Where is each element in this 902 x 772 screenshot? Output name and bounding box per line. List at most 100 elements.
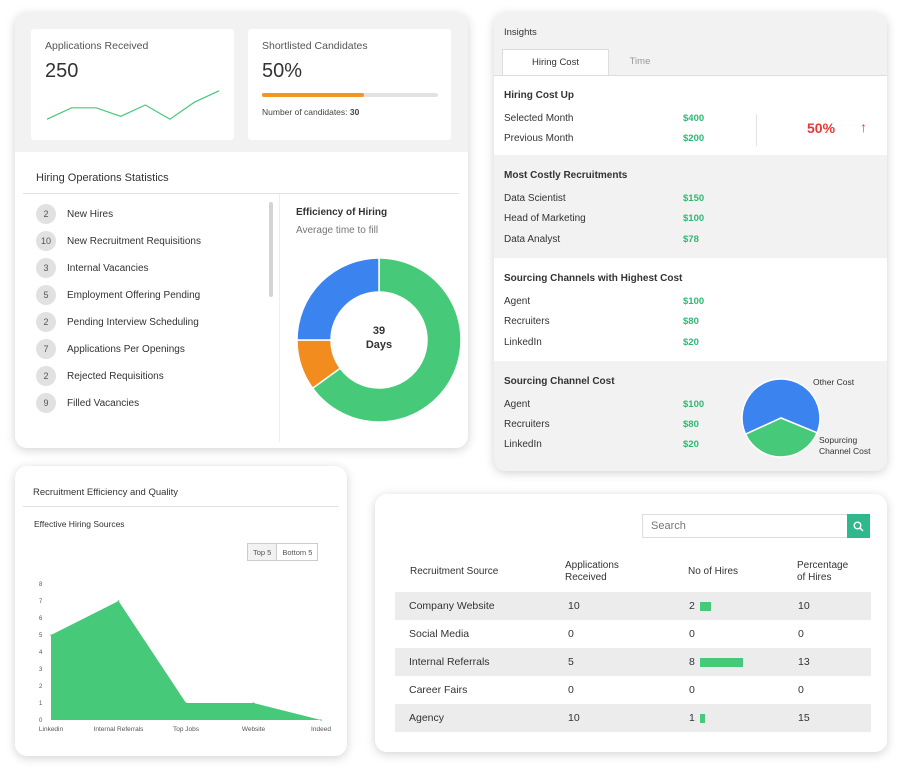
quality-title: Recruitment Efficiency and Quality xyxy=(33,487,179,498)
cell-source: Internal Referrals xyxy=(409,656,490,668)
channels-row-2-value: $80 xyxy=(683,316,699,327)
channel-cost-row-2-label: Recruiters xyxy=(504,419,550,430)
operations-item-label: Pending Interview Scheduling xyxy=(67,316,199,328)
cell-source: Company Website xyxy=(409,600,495,612)
efficiency-subtitle: Average time to fill xyxy=(296,225,379,236)
cell-pct: 0 xyxy=(798,684,804,696)
pie-slice-2 xyxy=(744,417,819,458)
costly-row-3-label: Data Analyst xyxy=(504,234,561,245)
table-row[interactable]: Company Website 10 2 10 xyxy=(395,592,871,620)
y-tick-label: 7 xyxy=(39,599,43,605)
y-tick-label: 8 xyxy=(39,582,43,588)
cell-pct: 10 xyxy=(798,600,810,612)
donut-slice-1 xyxy=(311,257,462,423)
cell-hires: 8 xyxy=(689,656,695,668)
search-button[interactable] xyxy=(847,514,870,538)
table-row[interactable]: Social Media 0 0 0 xyxy=(395,620,871,648)
operations-item: 5 Employment Offering Pending xyxy=(36,285,200,305)
operations-divider xyxy=(23,193,459,194)
x-tick-label: Internal Referrals xyxy=(94,726,145,733)
table-row[interactable]: Career Fairs 0 0 0 xyxy=(395,676,871,704)
previous-month-label: Previous Month xyxy=(504,133,574,144)
insights-card: Insights Hiring Cost Time Hiring Cost Up… xyxy=(494,13,887,471)
previous-month-value: $200 xyxy=(683,133,705,144)
x-tick-label: Website xyxy=(242,726,266,733)
operations-item-label: Internal Vacancies xyxy=(67,262,149,274)
shortlisted-value: 50% xyxy=(262,60,303,82)
channels-row-1-label: Agent xyxy=(504,296,531,307)
applications-sparkline xyxy=(46,90,220,120)
applications-card: Applications Received 250 xyxy=(31,29,234,140)
cost-up-divider xyxy=(756,114,757,146)
cost-up-title: Hiring Cost Up xyxy=(504,90,574,101)
shortlisted-progress-fill xyxy=(262,93,365,97)
area-point xyxy=(320,719,322,721)
hires-bar xyxy=(700,602,711,611)
efficiency-title: Efficiency of Hiring xyxy=(296,207,388,218)
cell-hires: 0 xyxy=(689,628,695,640)
cell-apps: 10 xyxy=(568,712,580,724)
y-tick-label: 5 xyxy=(39,633,43,639)
shortlisted-caption-value: 30 xyxy=(349,107,360,117)
hiring-sources-area-chart: 0 1 2 3 4 5 6 7 8 Linkedin Internal Referrals Top J… xyxy=(39,582,331,733)
operations-item-label: Filled Vacancies xyxy=(67,397,140,409)
channels-row-1-value: $100 xyxy=(683,296,705,307)
operations-panel-divider xyxy=(279,194,280,442)
tab-time[interactable]: Time xyxy=(629,56,651,67)
channel-cost-row-3-label: LinkedIn xyxy=(504,439,542,450)
efficiency-center-value: 39 xyxy=(372,325,386,337)
operations-scrollbar[interactable] xyxy=(269,202,273,297)
search-input[interactable] xyxy=(643,515,847,537)
cell-apps: 0 xyxy=(568,684,574,696)
tab-hiring-cost[interactable]: Hiring Cost xyxy=(502,49,609,75)
y-tick-label: 4 xyxy=(39,650,43,656)
efficiency-donut-chart xyxy=(296,257,462,423)
count-badge: 2 xyxy=(36,204,56,224)
quality-card: Recruitment Efficiency and Quality Effec… xyxy=(15,466,347,756)
operations-title: Hiring Operations Statistics xyxy=(36,172,169,184)
shortlisted-caption: Number of candidates: 30 xyxy=(262,107,359,117)
operations-item: 3 Internal Vacancies xyxy=(36,258,149,278)
header-pct-1: Percentage xyxy=(797,560,849,571)
selected-month-value: $400 xyxy=(683,113,705,124)
pie-label-other-cost: Other Cost xyxy=(813,377,855,387)
y-tick-label: 0 xyxy=(39,718,43,724)
quality-divider xyxy=(23,506,339,507)
channels-row-3-label: LinkedIn xyxy=(504,337,542,348)
pie-label-sourcing-2: Channel Cost xyxy=(819,446,871,456)
cell-hires: 1 xyxy=(689,712,695,724)
costly-row-2-label: Head of Marketing xyxy=(504,213,586,224)
efficiency-center-unit: Days xyxy=(365,339,393,351)
costly-section: Most Costly Recruitments Data Scientist … xyxy=(494,155,887,258)
count-badge: 3 xyxy=(36,258,56,278)
applications-value: 250 xyxy=(45,60,79,82)
cell-source: Career Fairs xyxy=(409,684,468,696)
count-badge: 2 xyxy=(36,366,56,386)
channel-cost-pie-chart xyxy=(741,378,821,458)
header-apps-1: Applications xyxy=(565,560,619,571)
channel-cost-row-1-value: $100 xyxy=(683,399,705,410)
donut-slice-3 xyxy=(296,257,380,341)
toggle-top-5[interactable]: Top 5 xyxy=(248,544,278,560)
y-tick-label: 6 xyxy=(39,616,43,622)
operations-item: 9 Filled Vacancies xyxy=(36,393,139,413)
toggle-bottom-5[interactable]: Bottom 5 xyxy=(282,548,313,557)
operations-item: 2 Rejected Requisitions xyxy=(36,366,164,386)
table-row[interactable]: Agency 10 1 15 xyxy=(395,704,871,732)
count-badge: 9 xyxy=(36,393,56,413)
area-point xyxy=(117,600,120,602)
toggle-group: Top 5 Bottom 5 xyxy=(247,543,319,561)
operations-card: Hiring Operations Statistics 2 New Hires 1… xyxy=(15,152,468,448)
x-tick-label: Top Jobs xyxy=(173,726,200,733)
cell-apps: 10 xyxy=(568,600,580,612)
shortlisted-progress-track xyxy=(262,93,438,97)
channel-cost-row-2-value: $80 xyxy=(683,419,699,430)
operations-item-label: Rejected Requisitions xyxy=(67,370,164,382)
table-row[interactable]: Internal Referrals 5 8 13 xyxy=(395,648,871,676)
applications-title: Applications Received xyxy=(45,40,149,52)
search-icon xyxy=(853,521,864,531)
shortlisted-title: Shortlisted Candidates xyxy=(262,40,368,52)
pie-slice-1 xyxy=(741,378,821,436)
count-badge: 5 xyxy=(36,285,56,305)
operations-item-label: Employment Offering Pending xyxy=(67,289,201,301)
